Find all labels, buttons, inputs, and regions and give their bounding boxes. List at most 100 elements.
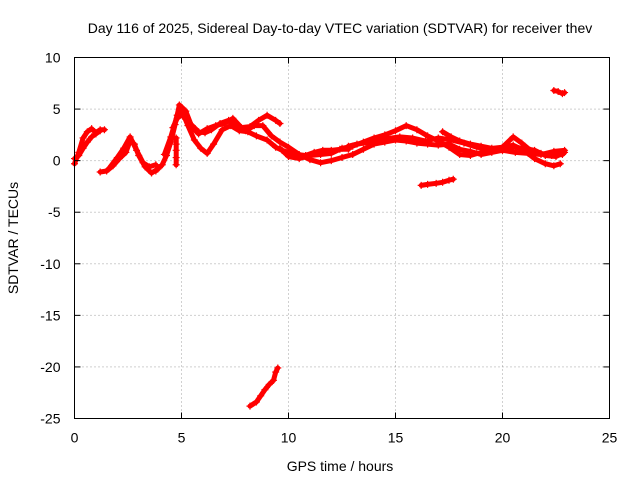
data-point	[499, 146, 506, 154]
data-point	[417, 181, 425, 189]
data-point	[83, 128, 91, 136]
data-point	[96, 168, 104, 176]
data-point	[182, 115, 190, 123]
data-point	[252, 398, 260, 406]
x-tick-label: 10	[281, 430, 297, 446]
plot-frame	[74, 57, 610, 419]
data-point	[413, 126, 421, 134]
data-point	[272, 116, 280, 124]
series-arc-11	[417, 175, 457, 189]
series-trace	[277, 123, 565, 162]
data-series	[71, 87, 569, 410]
y-tick-label: -10	[40, 256, 60, 272]
x-tick-label: 25	[602, 430, 618, 446]
data-point	[92, 130, 100, 138]
data-point	[233, 123, 241, 131]
data-point	[338, 154, 346, 162]
y-tick-label: -25	[40, 411, 60, 427]
y-axis-label: SDTVAR / TECUs	[5, 182, 21, 294]
data-point	[195, 128, 203, 136]
data-point	[83, 138, 91, 146]
data-point	[242, 127, 250, 135]
data-point	[172, 154, 180, 162]
data-point	[276, 120, 284, 128]
data-point	[257, 392, 265, 400]
data-point	[152, 167, 160, 175]
data-point	[327, 149, 335, 157]
data-point	[148, 169, 156, 177]
series-arc-4	[105, 133, 160, 173]
data-point	[317, 150, 325, 158]
data-point	[75, 151, 83, 159]
data-point	[216, 120, 224, 128]
data-point	[120, 144, 128, 152]
data-point	[276, 138, 284, 146]
data-point	[139, 159, 147, 167]
data-point	[105, 165, 113, 173]
data-point	[167, 133, 175, 141]
series-arc-12	[550, 87, 569, 98]
data-point	[272, 368, 280, 376]
data-point	[439, 178, 447, 186]
data-point	[203, 149, 211, 157]
data-point	[285, 143, 292, 151]
y-tick-label: -15	[40, 307, 60, 323]
data-point	[225, 116, 233, 124]
y-axis-ticks: 10 5 0 -5 -10 -15 -20 -25	[40, 50, 610, 427]
data-point	[173, 114, 181, 122]
data-point	[126, 133, 134, 141]
data-point	[447, 136, 455, 144]
data-point	[511, 148, 519, 156]
series-arc-10	[344, 133, 569, 158]
data-point	[338, 144, 346, 152]
data-point	[255, 116, 263, 124]
x-axis-ticks: 0 5 10 15 20 25	[71, 57, 618, 446]
data-point	[421, 137, 429, 145]
data-point	[486, 145, 494, 153]
data-point	[175, 101, 183, 109]
y-tick-label: 5	[53, 101, 61, 117]
data-point	[439, 128, 447, 136]
series-trace	[106, 134, 159, 172]
data-point	[432, 179, 440, 187]
data-point	[246, 402, 254, 410]
data-point	[554, 88, 562, 96]
data-point	[172, 140, 180, 148]
y-tick-label: -20	[40, 359, 60, 375]
data-point	[509, 133, 517, 141]
data-point	[445, 176, 453, 184]
data-point	[160, 150, 168, 158]
data-point	[133, 146, 141, 154]
y-tick-label: -5	[48, 204, 61, 220]
series-arc-2	[71, 127, 104, 163]
data-point	[449, 175, 457, 183]
data-point	[556, 160, 564, 168]
x-tick-label: 20	[495, 430, 511, 446]
data-point	[79, 144, 87, 152]
data-point	[218, 126, 226, 134]
data-point	[518, 139, 526, 147]
data-point	[424, 180, 432, 188]
data-point	[317, 159, 325, 167]
data-point	[113, 154, 121, 162]
series-trace	[247, 365, 281, 409]
data-point	[96, 127, 104, 135]
data-point	[88, 125, 96, 133]
data-point	[537, 150, 545, 158]
data-point	[541, 160, 549, 168]
data-point	[392, 127, 399, 135]
data-point	[381, 135, 389, 143]
data-point	[265, 380, 273, 388]
data-point	[190, 136, 198, 144]
data-point	[261, 386, 269, 394]
data-point	[250, 122, 258, 130]
grid	[74, 57, 610, 419]
data-point	[366, 138, 374, 146]
y-tick-label: 0	[53, 153, 61, 169]
data-point	[263, 111, 271, 119]
data-point	[263, 136, 271, 144]
data-point	[178, 110, 185, 118]
x-tick-label: 5	[178, 430, 186, 446]
data-point	[152, 161, 160, 169]
